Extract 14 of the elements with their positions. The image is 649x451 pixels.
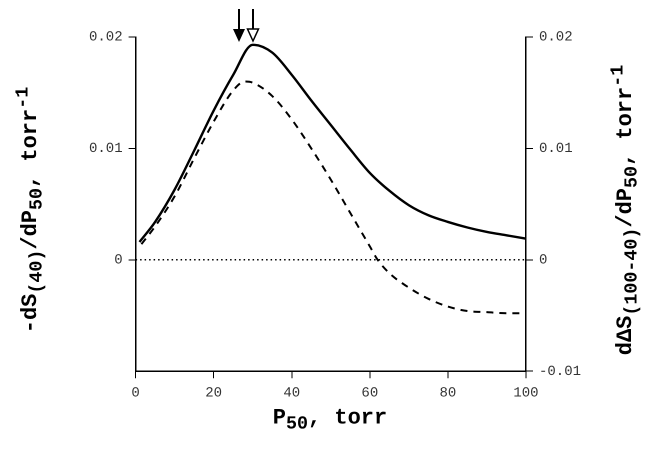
x-tick-label: 80 <box>440 385 456 402</box>
x-tick-label: 0 <box>131 385 140 402</box>
y2-tick-label: 0.02 <box>538 30 573 46</box>
y-tick-label: 0.01 <box>88 141 123 158</box>
x-tick-label: 40 <box>283 385 300 402</box>
y2-tick-label: 0 <box>538 252 548 269</box>
y-tick-label: 0 <box>114 252 123 269</box>
y2-tick-label: -0.01 <box>538 364 582 380</box>
x-tick-label: 100 <box>513 385 539 402</box>
x-axis-title: P$_{50}$, torr <box>272 405 388 435</box>
y2-tick-label: 0.01 <box>538 141 573 158</box>
y-tick-label: 0.02 <box>88 30 123 46</box>
x-tick-label: 60 <box>361 385 378 402</box>
x-tick-label: 20 <box>205 385 222 402</box>
